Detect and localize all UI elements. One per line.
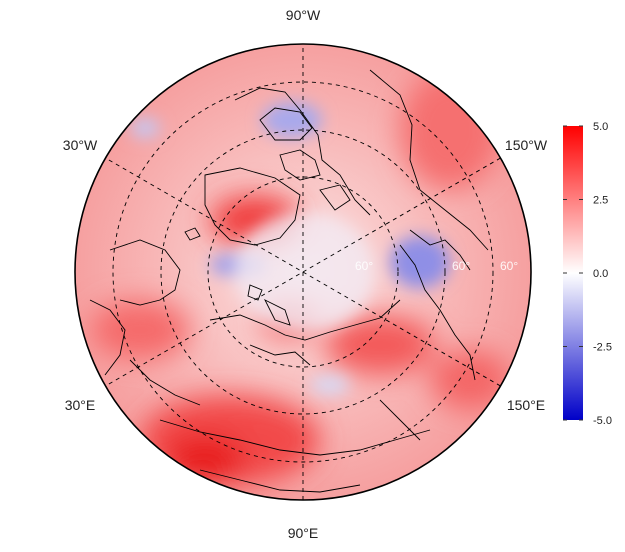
lon-label-30e: 30°E <box>65 397 96 413</box>
map-boundary <box>74 43 532 501</box>
colorbar-gradient <box>563 126 583 420</box>
lon-label-90e: 90°E <box>288 525 319 541</box>
lon-label-150w: 150°W <box>505 137 548 153</box>
colorbar: 5.0 2.5 0.0 -2.5 -5.0 <box>563 121 612 427</box>
colorbar-tick-neg-5: -5.0 <box>593 415 612 427</box>
colorbar-tick-2-5: 2.5 <box>593 195 608 207</box>
colorbar-tick-neg-2-5: -2.5 <box>593 342 612 354</box>
lat-label-60-a: 60° <box>355 259 373 273</box>
lat-label-60-c: 60° <box>500 259 518 273</box>
colorbar-tick-0: 0.0 <box>593 268 608 280</box>
lon-label-30w: 30°W <box>63 137 98 153</box>
graticule <box>101 44 505 500</box>
coastlines <box>89 69 489 493</box>
lat-label-60-b: 60° <box>452 259 470 273</box>
lon-label-150e: 150°E <box>507 397 545 413</box>
lon-label-90w: 90°W <box>286 7 321 23</box>
colorbar-tick-5: 5.0 <box>593 121 608 133</box>
